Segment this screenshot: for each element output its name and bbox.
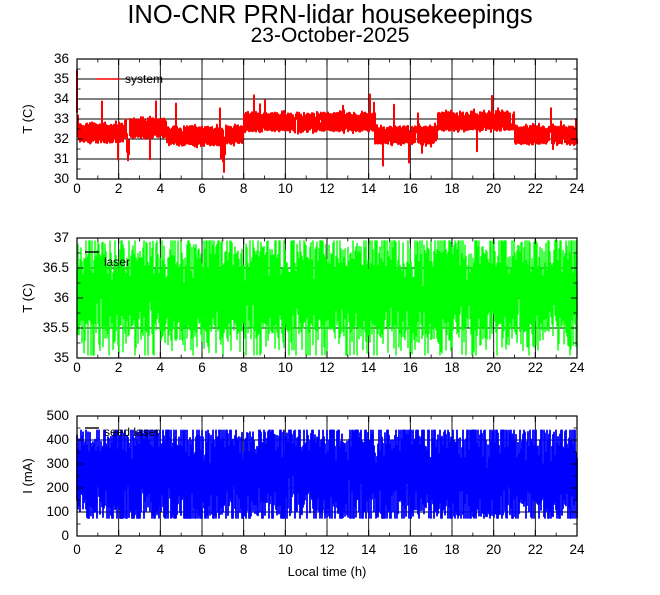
svg-text:seed laser: seed laser <box>104 425 159 439</box>
svg-text:12: 12 <box>319 181 334 196</box>
svg-text:35: 35 <box>54 71 69 86</box>
svg-text:10: 10 <box>278 181 293 196</box>
svg-text:500: 500 <box>46 408 69 423</box>
svg-text:16: 16 <box>403 542 418 557</box>
svg-text:0: 0 <box>73 542 81 557</box>
svg-text:14: 14 <box>361 181 377 196</box>
svg-text:2: 2 <box>115 181 123 196</box>
svg-text:I (mA): I (mA) <box>20 458 35 493</box>
svg-text:18: 18 <box>444 181 459 196</box>
svg-text:30: 30 <box>54 171 69 186</box>
svg-text:12: 12 <box>319 542 334 557</box>
svg-text:laser: laser <box>104 255 130 269</box>
svg-text:36: 36 <box>54 290 69 305</box>
svg-text:2: 2 <box>115 542 123 557</box>
svg-text:18: 18 <box>444 542 459 557</box>
svg-text:4: 4 <box>157 181 165 196</box>
svg-text:20: 20 <box>486 360 501 375</box>
svg-text:20: 20 <box>486 181 501 196</box>
svg-text:12: 12 <box>319 360 334 375</box>
svg-text:35.5: 35.5 <box>43 320 69 335</box>
svg-text:Local time (h): Local time (h) <box>288 564 367 579</box>
svg-text:6: 6 <box>198 181 206 196</box>
svg-text:36.5: 36.5 <box>43 260 69 275</box>
svg-text:33: 33 <box>54 111 69 126</box>
svg-text:35: 35 <box>54 350 69 365</box>
svg-text:2: 2 <box>115 360 123 375</box>
svg-text:24: 24 <box>569 181 585 196</box>
svg-text:0: 0 <box>61 528 69 543</box>
svg-text:T (C): T (C) <box>20 104 35 133</box>
svg-text:14: 14 <box>361 360 377 375</box>
svg-text:4: 4 <box>157 542 165 557</box>
svg-text:20: 20 <box>486 542 501 557</box>
svg-text:16: 16 <box>403 360 418 375</box>
svg-text:24: 24 <box>569 360 585 375</box>
svg-text:37: 37 <box>54 230 69 245</box>
svg-text:31: 31 <box>54 151 69 166</box>
svg-text:system: system <box>125 72 163 86</box>
svg-text:200: 200 <box>46 480 69 495</box>
svg-text:18: 18 <box>444 360 459 375</box>
svg-text:10: 10 <box>278 542 293 557</box>
svg-text:4: 4 <box>157 360 165 375</box>
svg-text:16: 16 <box>403 181 418 196</box>
svg-text:8: 8 <box>240 542 248 557</box>
svg-text:8: 8 <box>240 360 248 375</box>
svg-text:22: 22 <box>528 542 543 557</box>
svg-text:400: 400 <box>46 432 69 447</box>
svg-text:6: 6 <box>198 360 206 375</box>
svg-text:34: 34 <box>54 91 70 106</box>
svg-text:T (C): T (C) <box>20 283 35 312</box>
svg-text:22: 22 <box>528 360 543 375</box>
svg-text:10: 10 <box>278 360 293 375</box>
svg-text:8: 8 <box>240 181 248 196</box>
svg-text:0: 0 <box>73 181 81 196</box>
svg-text:100: 100 <box>46 504 69 519</box>
svg-text:14: 14 <box>361 542 377 557</box>
svg-text:32: 32 <box>54 131 69 146</box>
svg-text:6: 6 <box>198 542 206 557</box>
svg-text:22: 22 <box>528 181 543 196</box>
svg-text:36: 36 <box>54 51 69 66</box>
svg-text:0: 0 <box>73 360 81 375</box>
svg-text:300: 300 <box>46 456 69 471</box>
svg-text:24: 24 <box>569 542 585 557</box>
